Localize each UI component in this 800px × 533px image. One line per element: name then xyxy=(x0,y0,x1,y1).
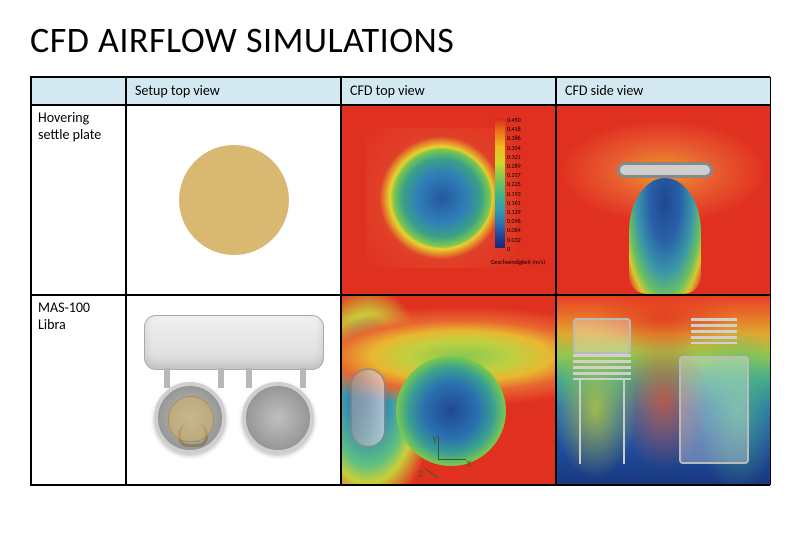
col-header-cfd-side: CFD side view xyxy=(556,77,771,105)
velocity-ring xyxy=(392,148,492,248)
device-leg-icon xyxy=(623,380,625,464)
axis-y-icon xyxy=(438,436,439,460)
row-label-mas100: MAS-100 Libra xyxy=(31,295,126,485)
cfd-side-settle-plate xyxy=(556,105,771,295)
cfd-top-settle-plate: 0.450 0.418 0.386 0.354 0.321 0.289 0.25… xyxy=(341,105,556,295)
plate-outline-icon xyxy=(617,162,713,178)
color-legend: 0.450 0.418 0.386 0.354 0.321 0.289 0.25… xyxy=(495,116,547,266)
velocity-plume xyxy=(629,178,701,294)
legend-ticks: 0.450 0.418 0.386 0.354 0.321 0.289 0.25… xyxy=(507,116,521,266)
cfd-top-mas100: Y X Z xyxy=(341,295,556,485)
cfd-side-mas100 xyxy=(556,295,771,485)
device-outline-icon xyxy=(350,368,386,448)
legend-colorbar xyxy=(495,118,505,248)
corner-cell xyxy=(31,77,126,105)
legend-caption: Geschwindigkeit (m/s) xyxy=(491,258,545,266)
device-outline-left-icon xyxy=(573,318,631,354)
velocity-core xyxy=(396,356,506,466)
settle-plate-disc-icon xyxy=(179,145,289,255)
device-fins-icon xyxy=(573,354,631,380)
simulation-table: Setup top view CFD top view CFD side vie… xyxy=(30,76,770,486)
row-label-settle-plate: Hovering settle plate xyxy=(31,105,126,295)
col-header-cfd-top: CFD top view xyxy=(341,77,556,105)
setup-mas100 xyxy=(126,295,341,485)
setup-settle-plate xyxy=(126,105,341,295)
col-header-setup: Setup top view xyxy=(126,77,341,105)
page-title: CFD AIRFLOW SIMULATIONS xyxy=(0,0,800,76)
device-outline-right-icon xyxy=(679,356,749,464)
device-leg-icon xyxy=(579,380,581,464)
device-fins-icon xyxy=(691,318,737,344)
axis-x-icon xyxy=(438,459,466,460)
mas100-device-icon xyxy=(144,310,324,470)
